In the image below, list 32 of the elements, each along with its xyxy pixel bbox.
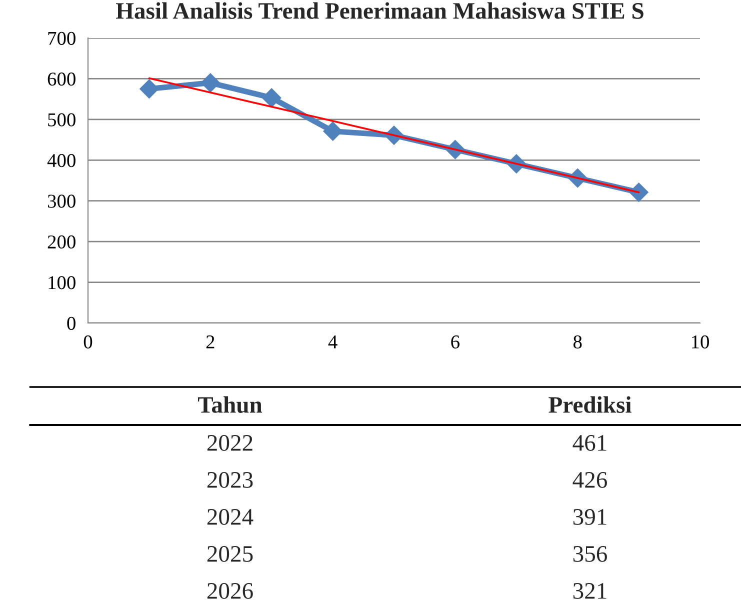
point bbox=[200, 73, 220, 92]
text: 461 bbox=[572, 435, 606, 451]
text: 426 bbox=[572, 472, 608, 488]
text: Tahun bbox=[198, 396, 262, 413]
text: 356 bbox=[573, 546, 608, 562]
text: 391 bbox=[573, 509, 606, 525]
x-tick-label: 6 bbox=[451, 335, 460, 348]
text: 2024 bbox=[207, 508, 254, 525]
y-tick-label: 0 bbox=[67, 316, 76, 330]
text: 2025 bbox=[207, 546, 253, 562]
point bbox=[323, 122, 342, 141]
y-tick-label: 200 bbox=[48, 235, 76, 249]
point bbox=[262, 88, 282, 108]
y-tick-label: 400 bbox=[47, 154, 76, 168]
text: 2026 bbox=[207, 582, 253, 599]
point bbox=[140, 79, 159, 98]
y-tick-label: 300 bbox=[48, 194, 76, 208]
x-tick-label: 0 bbox=[84, 335, 92, 348]
y-tick-label: 100 bbox=[48, 276, 76, 290]
y-tick-label: 700 bbox=[48, 32, 76, 45]
text: 2023 bbox=[207, 472, 253, 488]
y-tick-label: 600 bbox=[48, 72, 76, 86]
chart-title: Hasil Analisis Trend Penerimaan Mahasiswa STIE S bbox=[116, 2, 644, 19]
text: 321 bbox=[573, 583, 606, 599]
x-tick-label: 2 bbox=[206, 335, 214, 348]
text: Prediksi bbox=[548, 396, 632, 413]
x-tick-label: 8 bbox=[573, 335, 582, 348]
x-tick-label: 10 bbox=[692, 335, 709, 348]
y-tick-label: 500 bbox=[48, 113, 76, 126]
x-tick-label: 4 bbox=[328, 336, 338, 348]
text: 2022 bbox=[207, 434, 252, 451]
point bbox=[629, 182, 648, 202]
